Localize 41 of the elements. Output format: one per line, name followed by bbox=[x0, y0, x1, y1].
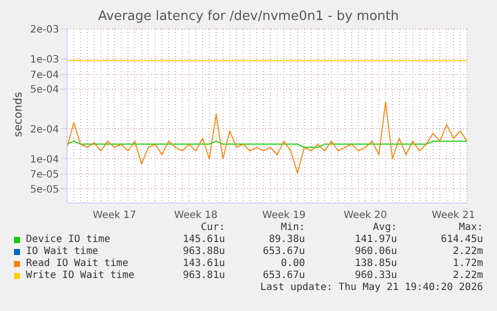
text: 145.61u bbox=[182, 234, 225, 245]
x-tick-label: Week 20 bbox=[344, 210, 387, 222]
x-tick-label: Week 18 bbox=[174, 210, 218, 222]
legend-label: Read IO Wait time bbox=[26, 258, 128, 269]
x-tick-label: Week 19 bbox=[262, 210, 306, 222]
y-tick-label: 1e-03 bbox=[30, 54, 59, 66]
text: 143.61u bbox=[182, 258, 225, 269]
legend-label: Device IO time bbox=[26, 234, 110, 245]
text: 138.85u bbox=[354, 258, 397, 269]
text: 963.81u bbox=[182, 270, 225, 281]
legend-label: Write IO Wait time bbox=[26, 270, 134, 281]
text: 653.67u bbox=[262, 270, 305, 281]
text: Avg: bbox=[372, 222, 397, 233]
text: 614.45u bbox=[440, 234, 483, 245]
chart-title: Average latency for /dev/nvme0n1 - by month bbox=[97, 9, 400, 24]
y-tick-label: 5e-05 bbox=[30, 184, 59, 196]
text: Last update: Thu May 21 19:40:20 2026 bbox=[260, 282, 483, 293]
x-tick-label: Week 17 bbox=[92, 210, 136, 222]
y-axis-title: seconds bbox=[12, 91, 24, 139]
text: 89.38u bbox=[268, 234, 305, 245]
text: 141.97u bbox=[354, 234, 397, 245]
y-tick-label: 2e-03 bbox=[30, 24, 59, 36]
text: 960.33u bbox=[354, 270, 397, 281]
y-tick-label: 1e-04 bbox=[30, 154, 59, 166]
y-tick-label: 7e-04 bbox=[30, 70, 59, 82]
x-tick-label: Week 21 bbox=[432, 210, 476, 222]
line-series bbox=[66, 102, 468, 174]
y-tick-label: 7e-05 bbox=[30, 170, 59, 181]
y-tick-label: 2e-04 bbox=[30, 124, 59, 136]
text: 0.00 bbox=[280, 258, 305, 269]
text: 2.22m bbox=[452, 270, 483, 281]
text: 2.22m bbox=[452, 246, 483, 257]
text: Cur: bbox=[200, 222, 225, 233]
legend-label: IO Wait time bbox=[26, 246, 98, 257]
text: 960.06u bbox=[354, 246, 397, 257]
y-tick-label: 5e-04 bbox=[30, 84, 59, 96]
text: Max: bbox=[458, 222, 483, 233]
text: 1.72m bbox=[452, 258, 483, 269]
text: 963.88u bbox=[182, 246, 225, 257]
text: Min: bbox=[280, 222, 305, 233]
text: 653.67u bbox=[262, 246, 305, 257]
